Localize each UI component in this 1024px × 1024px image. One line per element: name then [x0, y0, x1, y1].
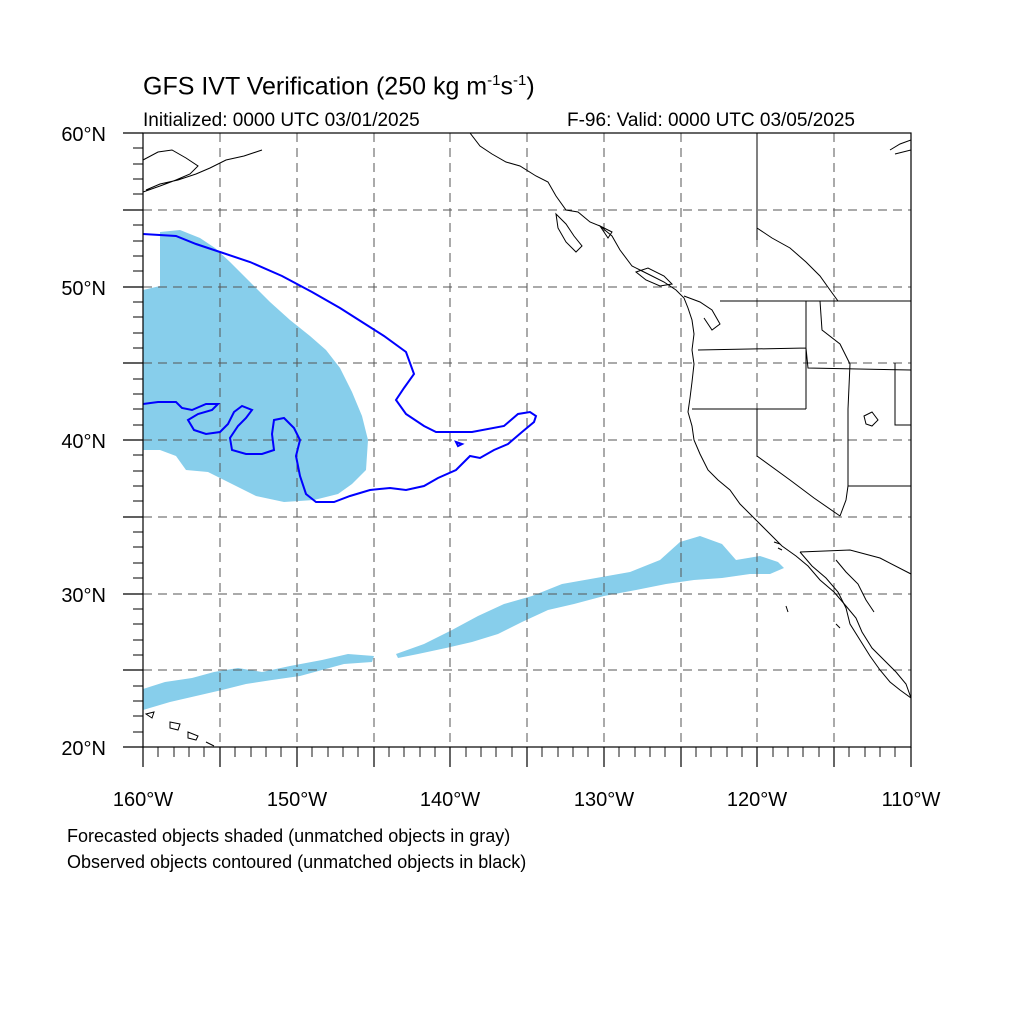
lon-label: 130°W	[574, 789, 634, 811]
lon-label: 150°W	[267, 789, 327, 811]
lat-labels: 60°N 50°N 40°N 30°N 20°N	[61, 124, 106, 760]
channel-islands	[773, 541, 841, 629]
observed-object-small	[454, 440, 465, 448]
canada-inland	[756, 139, 911, 302]
observed-object-contour	[143, 233, 538, 503]
observed-legend-note: Observed objects contoured (unmatched ob…	[67, 852, 527, 872]
lat-label: 30°N	[61, 585, 106, 607]
forecast-object-south	[143, 536, 784, 710]
lon-label: 120°W	[727, 789, 787, 811]
coastlines	[143, 133, 911, 747]
bc-islands	[555, 212, 721, 331]
forecast-legend-note: Forecasted objects shaded (unmatched obj…	[67, 826, 511, 846]
initialized-label: Initialized: 0000 UTC 03/01/2025	[143, 110, 420, 131]
lat-label: 20°N	[61, 738, 106, 760]
forecast-object-north	[143, 230, 368, 502]
lon-label: 160°W	[113, 789, 173, 811]
great-salt-lake	[863, 411, 879, 427]
forecast-objects	[143, 230, 784, 710]
lat-label: 40°N	[61, 431, 106, 453]
lon-labels: 160°W 150°W 140°W 130°W 120°W 110°W	[113, 789, 941, 811]
map-title: GFS IVT Verification (250 kg m-1s-1)	[143, 72, 535, 101]
lat-label: 50°N	[61, 278, 106, 300]
valid-time-label: F-96: Valid: 0000 UTC 03/05/2025	[567, 110, 855, 131]
minor-ticks	[133, 147, 896, 757]
map-frame	[123, 132, 912, 767]
lat-label: 60°N	[61, 124, 106, 146]
baja-peninsula	[799, 551, 911, 699]
alaska-coast	[143, 149, 263, 193]
observed-objects	[143, 233, 538, 503]
grid-lines	[143, 133, 911, 747]
hawaii-islands	[144, 711, 215, 747]
state-borders	[692, 133, 911, 575]
north-america-coast	[469, 133, 911, 699]
lon-label: 140°W	[420, 789, 480, 811]
major-ticks	[123, 132, 912, 767]
lon-label: 110°W	[882, 789, 941, 811]
